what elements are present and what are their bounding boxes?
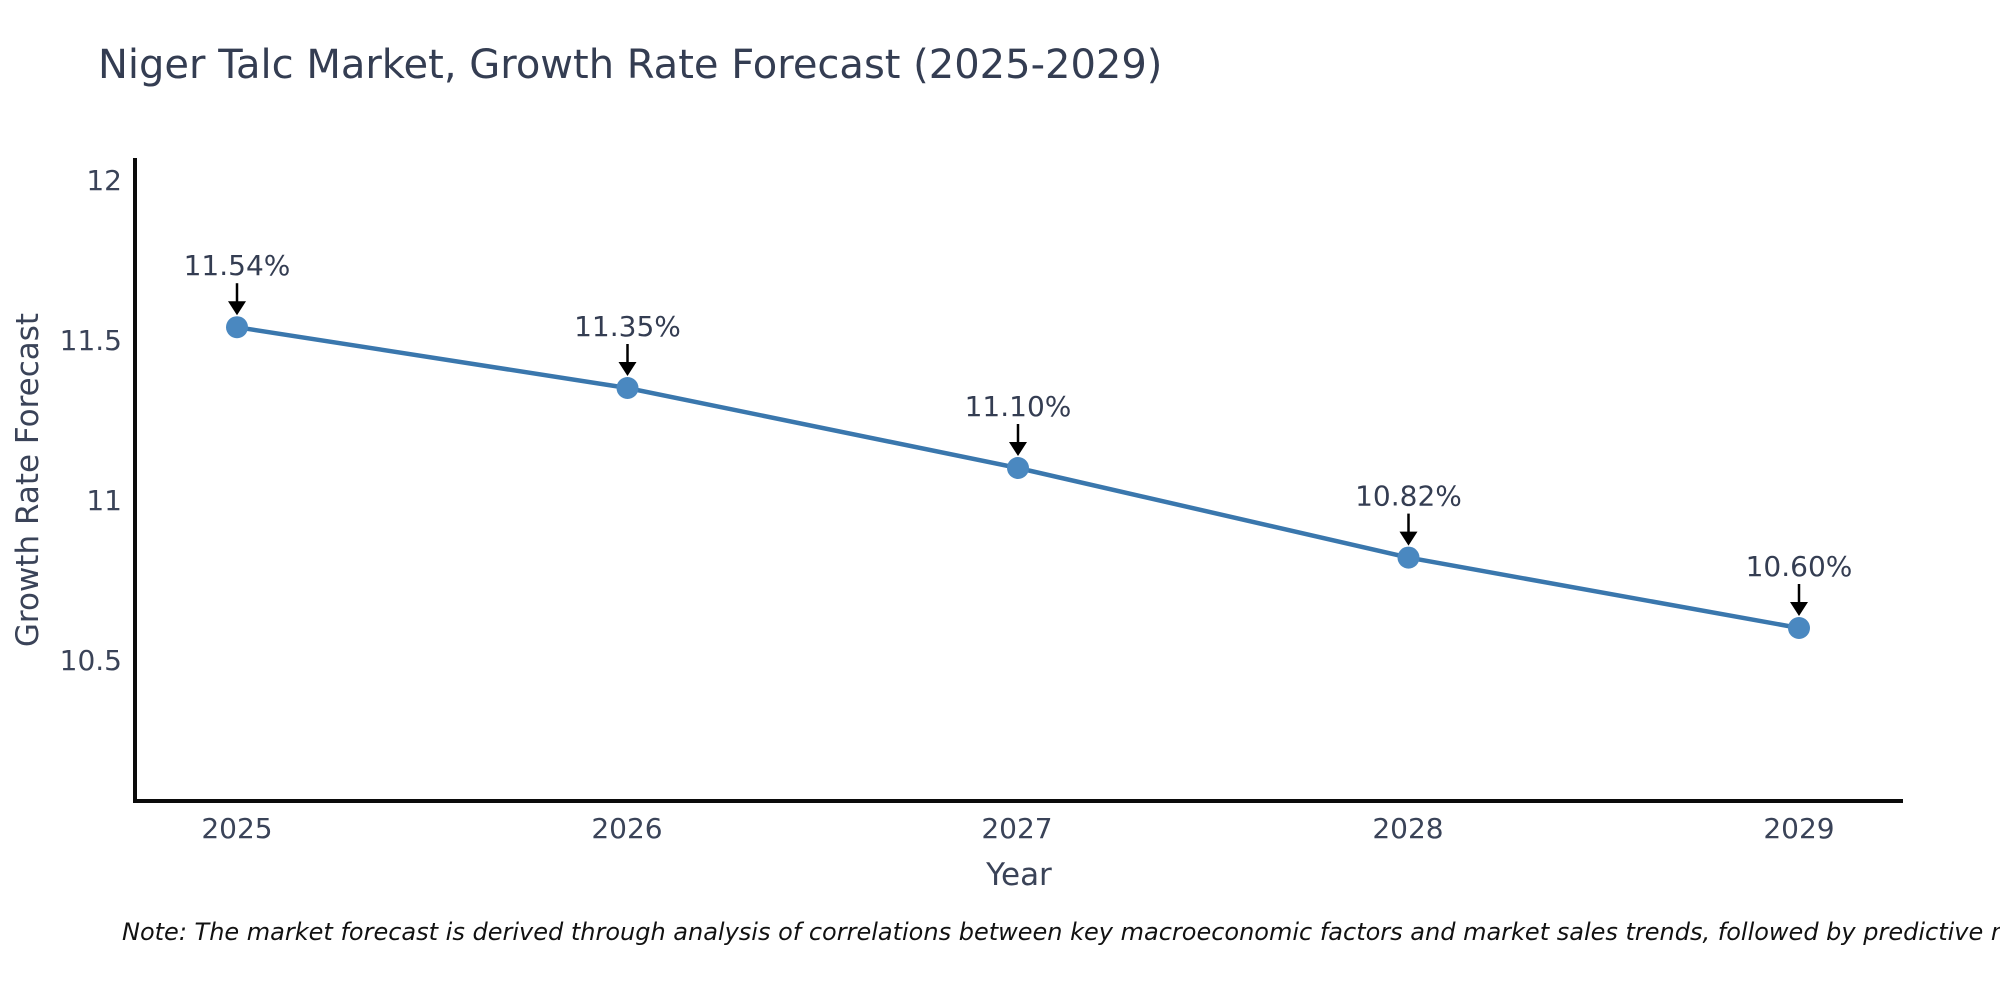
annotation-arrow-head	[1790, 602, 1808, 616]
footnote: Note: The market forecast is derived thr…	[122, 918, 2000, 946]
data-point-value-label: 11.10%	[965, 390, 1072, 423]
annotation-arrow-head	[228, 301, 246, 316]
data-point-marker	[226, 316, 248, 339]
x-tick-label: 2028	[1372, 812, 1443, 845]
x-axis-title: Year	[985, 857, 1052, 893]
y-tick-label: 11	[86, 484, 122, 517]
data-point-value-label: 11.35%	[574, 310, 681, 343]
data-point-marker	[1007, 457, 1029, 479]
y-axis-title: Growth Rate Forecast	[10, 313, 46, 647]
chart-title: Niger Talc Market, Growth Rate Forecast …	[98, 42, 1162, 88]
y-tick-label: 12	[86, 164, 122, 197]
data-point-marker	[616, 377, 639, 399]
forecast-line-series: 11.54% 11.35% 11.10% 10.82% 10.60%	[184, 249, 1853, 639]
data-point-marker	[1397, 546, 1420, 569]
data-point-value-label: 10.82%	[1355, 480, 1462, 513]
y-tick-label: 11.5	[60, 324, 122, 357]
annotation-arrow-head	[1399, 531, 1418, 546]
x-tick-label: 2026	[591, 812, 662, 845]
annotation-arrow-head	[1009, 442, 1027, 456]
data-point-value-label: 10.60%	[1746, 550, 1853, 583]
data-point-value-label: 11.54%	[184, 249, 291, 282]
x-tick-label: 2029	[1763, 812, 1834, 845]
x-tick-label: 2027	[981, 812, 1052, 845]
annotation-arrow-head	[618, 362, 637, 376]
data-point-marker	[1788, 617, 1810, 639]
x-tick-label: 2025	[201, 812, 272, 845]
y-tick-label: 10.5	[60, 644, 122, 677]
